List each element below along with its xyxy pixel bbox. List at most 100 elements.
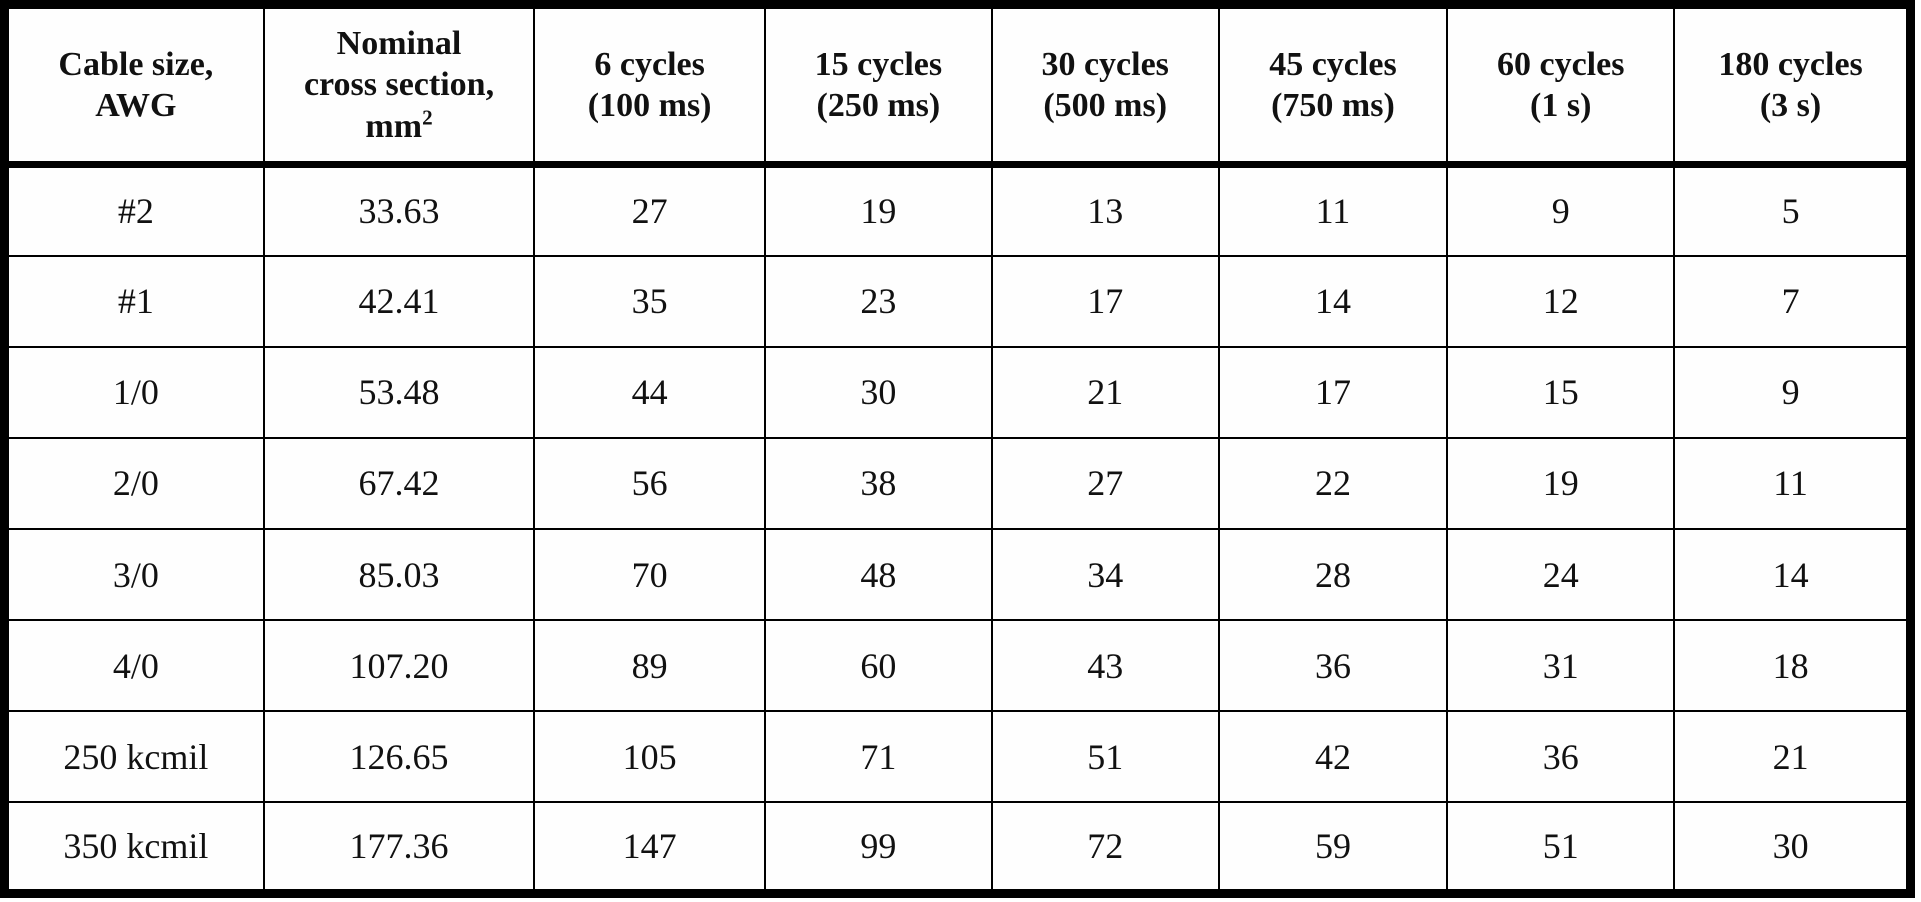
table-cell: 27 [990,436,1220,531]
table-cell: 36 [1217,619,1449,713]
table-cell: 23 [763,254,993,348]
column-header-15-cycles: 15 cycles (250 ms) [763,3,993,168]
table-body: #2 33.63 27 19 13 11 9 5 #1 42.41 35 23 … [3,163,1912,895]
table-cell: 42 [1217,710,1449,804]
header-row: Cable size, AWG Nominal cross section, m… [3,3,1912,168]
table-cell: 27 [533,163,766,257]
header-label-line: (500 ms) [1043,87,1168,124]
cell-cross-section: 53.48 [262,345,536,439]
column-header-45-cycles: 45 cycles (750 ms) [1217,3,1449,168]
table-row: 350 kcmil 177.36 147 99 72 59 51 30 [3,801,1912,895]
table-cell: 48 [763,527,993,622]
table-cell: 43 [990,619,1220,713]
cell-cross-section: 126.65 [262,710,536,804]
table-cell: 17 [1217,345,1449,439]
header-label-line: 30 cycles [1041,45,1169,83]
column-header-180-cycles: 180 cycles (3 s) [1673,3,1912,168]
table-cell: 99 [763,801,993,895]
cell-cable-size: #1 [3,254,265,348]
header-label-line: (250 ms) [816,87,941,124]
table-row: 250 kcmil 126.65 105 71 51 42 36 21 [3,710,1912,804]
cell-cross-section: 85.03 [262,527,536,622]
header-label-line: (3 s) [1759,87,1822,124]
cell-cross-section: 107.20 [262,619,536,713]
column-header-6-cycles: 6 cycles (100 ms) [533,3,766,168]
table-cell: 22 [1217,436,1449,531]
cell-cable-size: #2 [3,163,265,257]
table-cell: 19 [763,163,993,257]
header-label-line: 45 cycles [1269,45,1397,83]
table-cell: 7 [1673,254,1912,348]
table-cell: 38 [763,436,993,531]
table-cell: 72 [990,801,1220,895]
column-header-cable-size: Cable size, AWG [3,3,265,168]
cell-cross-section: 33.63 [262,163,536,257]
table-row: #2 33.63 27 19 13 11 9 5 [3,163,1912,257]
table-cell: 105 [533,710,766,804]
table-cell: 5 [1673,163,1912,257]
header-label-line: cross section, [303,66,495,104]
header-label-line: 15 cycles [814,45,943,83]
table-row: #1 42.41 35 23 17 14 12 7 [3,254,1912,348]
header-label-line: 180 cycles [1718,45,1863,83]
table-cell: 11 [1217,163,1449,257]
table-cell: 36 [1446,710,1676,804]
table-cell: 19 [1446,436,1676,531]
header-label-line: Nominal [336,24,462,62]
column-header-30-cycles: 30 cycles (500 ms) [990,3,1220,168]
table-row: 2/0 67.42 56 38 27 22 19 11 [3,436,1912,531]
header-label-line: mm2 [271,106,528,147]
unit-superscript: 2 [422,105,433,130]
cell-cable-size: 2/0 [3,436,265,531]
table-cell: 17 [990,254,1220,348]
table-cell: 35 [533,254,766,348]
header-label-line: Cable size, [58,45,214,83]
table-cell: 12 [1446,254,1676,348]
column-header-cross-section: Nominal cross section, mm2 [262,3,536,168]
cell-cable-size: 350 kcmil [3,801,265,895]
table-cell: 9 [1446,163,1676,257]
table-cell: 21 [1673,710,1912,804]
cell-cable-size: 1/0 [3,345,265,439]
header-label-line: 6 cycles [594,45,705,83]
table-cell: 15 [1446,345,1676,439]
header-label-line: (100 ms) [587,87,712,124]
table-cell: 34 [990,527,1220,622]
table-cell: 70 [533,527,766,622]
table-cell: 60 [763,619,993,713]
unit-base: mm [365,107,423,145]
table-cell: 18 [1673,619,1912,713]
table-cell: 30 [763,345,993,439]
table-cell: 56 [533,436,766,531]
header-label-line: 60 cycles [1496,45,1625,83]
table-cell: 51 [1446,801,1676,895]
table-row: 1/0 53.48 44 30 21 17 15 9 [3,345,1912,439]
table-cell: 147 [533,801,766,895]
table-cell: 30 [1673,801,1912,895]
table-header: Cable size, AWG Nominal cross section, m… [3,3,1912,168]
table-cell: 71 [763,710,993,804]
table-cell: 11 [1673,436,1912,531]
header-label-line: (1 s) [1530,87,1592,124]
cell-cross-section: 177.36 [262,801,536,895]
table-cell: 44 [533,345,766,439]
table-cell: 28 [1217,527,1449,622]
table-cell: 21 [990,345,1220,439]
cell-cross-section: 67.42 [262,436,536,531]
cell-cross-section: 42.41 [262,254,536,348]
cell-cable-size: 4/0 [3,619,265,713]
table-cell: 13 [990,163,1220,257]
header-label-line: (750 ms) [1271,87,1395,124]
table-cell: 31 [1446,619,1676,713]
table-cell: 51 [990,710,1220,804]
table-row: 4/0 107.20 89 60 43 36 31 18 [3,619,1912,713]
table-cell: 14 [1673,527,1912,622]
table-row: 3/0 85.03 70 48 34 28 24 14 [3,527,1912,622]
table-cell: 24 [1446,527,1676,622]
table-cell: 59 [1217,801,1449,895]
cell-cable-size: 3/0 [3,527,265,622]
table-cell: 89 [533,619,766,713]
column-header-60-cycles: 60 cycles (1 s) [1446,3,1676,168]
